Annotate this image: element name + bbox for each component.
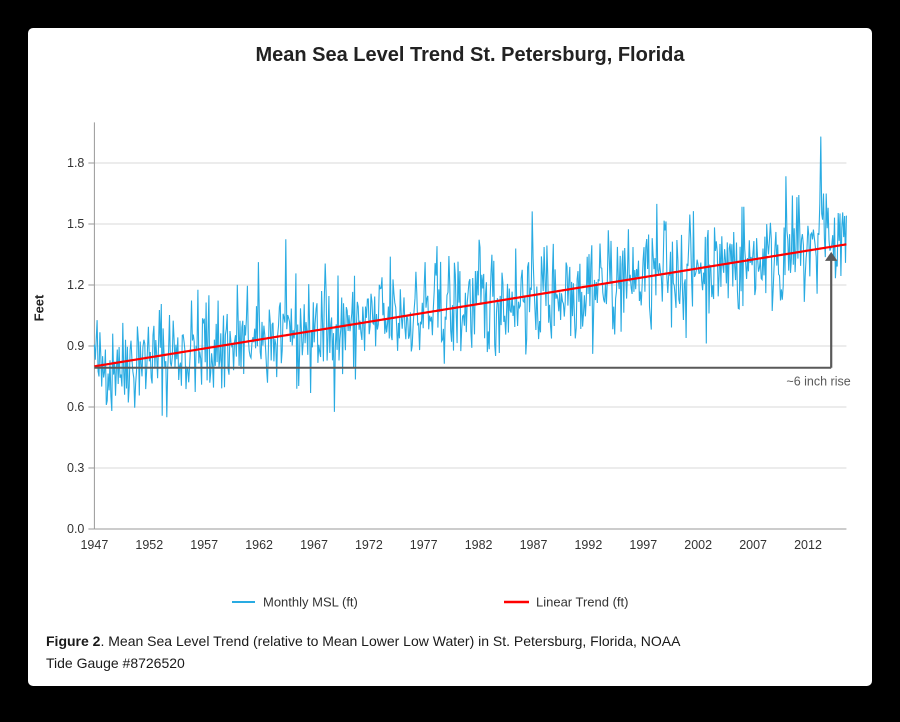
svg-text:1992: 1992 bbox=[574, 538, 602, 552]
svg-text:1982: 1982 bbox=[465, 538, 493, 552]
svg-text:1952: 1952 bbox=[135, 538, 163, 552]
svg-text:2002: 2002 bbox=[684, 538, 712, 552]
svg-text:0.6: 0.6 bbox=[67, 400, 84, 414]
svg-text:2012: 2012 bbox=[794, 538, 822, 552]
svg-text:1.8: 1.8 bbox=[67, 156, 84, 170]
svg-text:1972: 1972 bbox=[355, 538, 383, 552]
svg-text:2007: 2007 bbox=[739, 538, 767, 552]
svg-text:1962: 1962 bbox=[245, 538, 273, 552]
svg-text:1967: 1967 bbox=[300, 538, 328, 552]
svg-text:Feet: Feet bbox=[32, 294, 47, 321]
svg-text:1.2: 1.2 bbox=[67, 278, 84, 292]
svg-text:Linear Trend (ft): Linear Trend (ft) bbox=[536, 595, 629, 610]
svg-text:1997: 1997 bbox=[629, 538, 657, 552]
svg-text:1.5: 1.5 bbox=[67, 217, 84, 231]
svg-text:0.9: 0.9 bbox=[67, 339, 84, 353]
svg-text:1957: 1957 bbox=[190, 538, 218, 552]
svg-text:1987: 1987 bbox=[520, 538, 548, 552]
svg-text:0.0: 0.0 bbox=[67, 522, 84, 536]
svg-text:1947: 1947 bbox=[80, 538, 108, 552]
svg-text:1977: 1977 bbox=[410, 538, 438, 552]
svg-text:Monthly MSL (ft): Monthly MSL (ft) bbox=[263, 595, 358, 610]
svg-text:~6 inch rise: ~6 inch rise bbox=[786, 375, 850, 389]
svg-text:0.3: 0.3 bbox=[67, 461, 84, 475]
